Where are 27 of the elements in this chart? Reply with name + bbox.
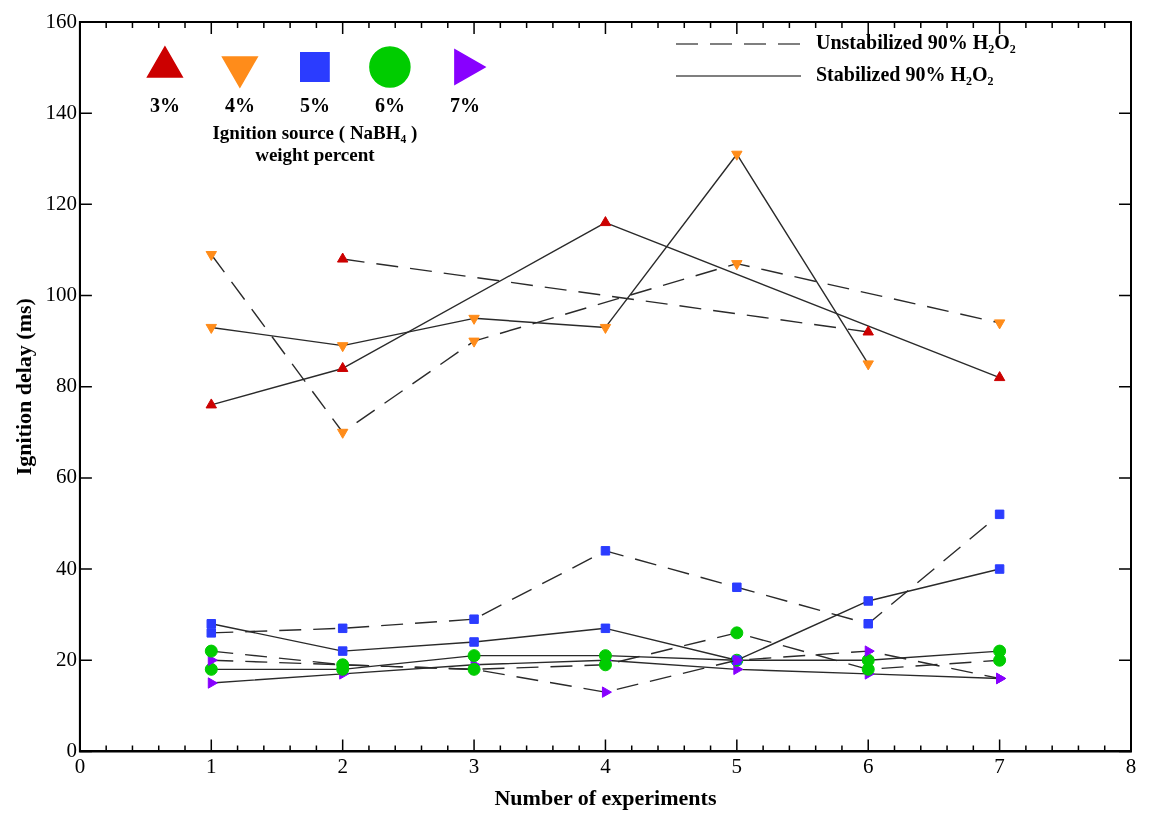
x-tick-label: 5 <box>731 753 743 778</box>
legend-label: 6% <box>374 94 405 117</box>
x-tick-label: 1 <box>206 753 217 778</box>
y-tick-label: 40 <box>55 555 77 580</box>
legend-label: 3% <box>149 94 180 117</box>
legend-label: 7% <box>449 94 480 117</box>
y-tick-label: 80 <box>55 373 77 398</box>
y-tick-label: 60 <box>55 464 77 489</box>
x-tick-label: 6 <box>862 753 874 778</box>
y-tick-label: 0 <box>66 737 77 762</box>
y-tick-label: 120 <box>45 190 77 215</box>
x-tick-label: 8 <box>1125 753 1137 778</box>
legend-label: 5% <box>299 94 330 117</box>
x-tick-label: 4 <box>600 753 612 778</box>
annotation: Unstabilized 90% H₂O₂ <box>816 31 1016 54</box>
y-tick-label: 100 <box>45 282 77 307</box>
legend-label: 4% <box>224 94 255 117</box>
y-tick-label: 160 <box>45 8 77 33</box>
y-tick-label: 20 <box>55 646 77 671</box>
legend-title: Ignition source ( NaBH₄ ) weight percent <box>212 121 418 165</box>
x-axis-title: Number of experiments <box>494 785 717 811</box>
x-tick-label: 3 <box>468 753 480 778</box>
y-tick-label: 140 <box>45 99 77 124</box>
x-tick-label: 7 <box>994 753 1005 778</box>
y-axis-title: Ignition delay (ms) <box>10 298 36 476</box>
x-tick-label: 2 <box>337 753 348 778</box>
annotation: Stabilized 90% H₂O₂ <box>816 63 994 86</box>
